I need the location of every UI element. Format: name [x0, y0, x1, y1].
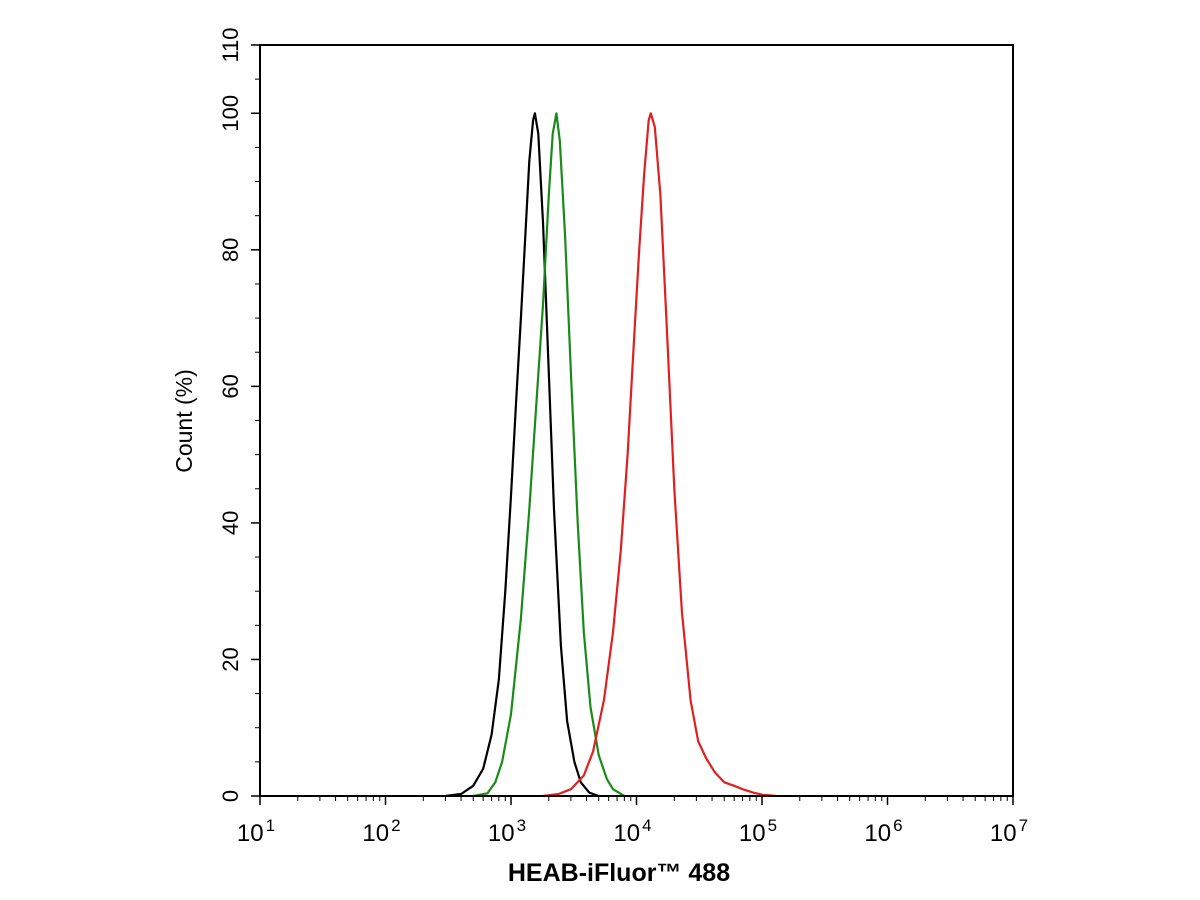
x-tick-label: 10 2	[362, 816, 400, 847]
y-tick-label: 20	[218, 647, 243, 671]
x-tick-label: 10 3	[488, 816, 526, 847]
x-tick-label: 10 1	[237, 816, 275, 847]
histogram-curve-1	[445, 112, 600, 798]
y-tick-label: 0	[218, 790, 243, 802]
histogram-curve-2	[472, 112, 625, 798]
y-tick-label: 80	[218, 238, 243, 262]
y-axis-ticks: 0 20 40 60 80 100 110	[218, 27, 260, 802]
x-tick-label: 10 4	[613, 816, 651, 847]
x-axis-label: HEAB-iFluor™ 488	[508, 859, 730, 887]
x-tick-label: 10 7	[990, 816, 1028, 847]
y-tick-label: 110	[218, 27, 243, 62]
x-tick-label: 10 5	[739, 816, 777, 847]
x-axis-ticks: 10 1 10 2 10 3 10 4 10 5 10 6 10 7	[237, 796, 1028, 847]
minor-ticks	[255, 78, 1008, 801]
plot-frame	[259, 44, 1014, 797]
x-tick-label: 10 6	[864, 816, 902, 847]
y-tick-label: 100	[218, 95, 243, 132]
histogram-curves	[445, 112, 777, 798]
y-tick-label: 60	[218, 374, 243, 398]
y-tick-label: 40	[218, 511, 243, 535]
histogram-curve-3	[542, 112, 777, 798]
y-axis-label: Count (%)	[171, 369, 197, 473]
